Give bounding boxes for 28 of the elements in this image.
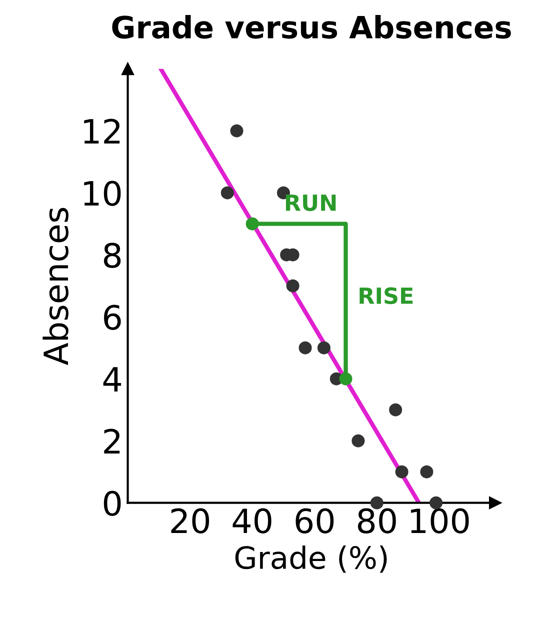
y-tick-label: 4	[103, 367, 122, 392]
x-tick-label: 100	[411, 508, 469, 534]
x-tick-label: 60	[296, 508, 334, 534]
point	[230, 124, 244, 138]
y-tick-label: 0	[104, 490, 121, 516]
x-tick-label: 20	[171, 508, 210, 534]
point	[317, 341, 330, 354]
annotation: RUN	[286, 194, 336, 212]
chart-title: Grade versus Absences	[112, 15, 511, 39]
point	[298, 341, 312, 354]
point	[389, 403, 402, 416]
x-axis-title: Grade (%)	[235, 545, 387, 573]
point	[395, 465, 408, 478]
y-tick-label: 2	[104, 428, 120, 454]
point	[286, 279, 300, 292]
point	[220, 186, 234, 200]
y-tick-label: 6	[104, 304, 121, 330]
y-tick-label: 8	[104, 242, 121, 268]
y-tick-label: 12	[84, 118, 120, 144]
x-tick-label: 80	[358, 508, 396, 534]
y-axis-title: Absences	[42, 208, 68, 366]
point	[246, 217, 259, 230]
y-tick-label: 10	[84, 180, 121, 206]
point	[339, 372, 352, 386]
point	[352, 434, 365, 448]
point	[420, 465, 434, 478]
x-tick-label: 40	[232, 508, 272, 534]
annotation: RISE	[360, 287, 413, 304]
